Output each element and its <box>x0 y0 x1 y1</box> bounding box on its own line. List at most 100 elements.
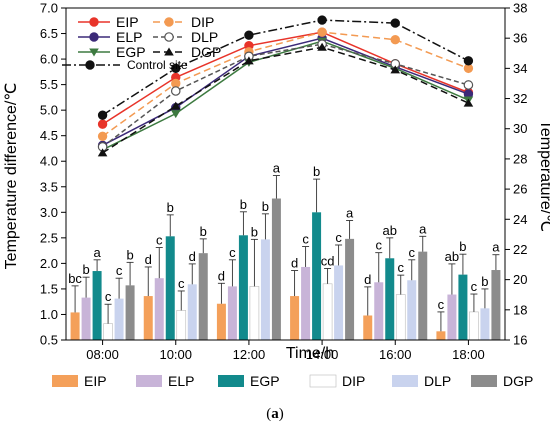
lines-layer <box>97 15 474 157</box>
y-left-tick-3.5: 3.5 <box>40 179 58 194</box>
bar-legend-label-DGP: DGP <box>503 373 533 389</box>
point-dlp-18:00 <box>463 80 474 90</box>
sig-label-DLP-08:00: c <box>116 263 123 278</box>
point-control-site-14:00 <box>317 15 327 25</box>
sig-label-ELP-14:00: c <box>302 232 309 247</box>
bar-legend-label-DLP: DLP <box>424 373 451 389</box>
point-dgp-08:00 <box>97 148 108 157</box>
x-tick-12:00: 12:00 <box>233 347 266 362</box>
y-left-tick-5.5: 5.5 <box>40 77 58 92</box>
bar-legend-swatch-DIP <box>309 374 337 388</box>
x-tick-10:00: 10:00 <box>159 347 192 362</box>
y-left-tick-6.0: 6.0 <box>40 52 58 67</box>
y-left-tick-1.0: 1.0 <box>40 307 58 322</box>
bar-legend-label-EGP: EGP <box>250 373 280 389</box>
y-right-tick-28: 28 <box>513 151 527 166</box>
legend-label-dlp: DLP <box>191 29 218 45</box>
sig-label-EIP-10:00: d <box>145 252 152 267</box>
point-control-site-12:00 <box>244 30 254 40</box>
bar-ELP-08:00 <box>81 297 91 340</box>
bar-ELP-10:00 <box>154 278 164 340</box>
bar-EGP-18:00 <box>458 274 468 340</box>
sig-label-DIP-14:00: cd <box>321 253 335 268</box>
y-right-tick-18: 18 <box>513 302 527 317</box>
bar-ELP-18:00 <box>447 294 457 340</box>
bar-legend-swatch-DLP <box>392 375 418 387</box>
caption-open: ( <box>266 406 271 422</box>
bar-DGP-14:00 <box>345 238 355 340</box>
x-tick-08:00: 08:00 <box>86 347 119 362</box>
y-right-tick-22: 22 <box>513 242 527 257</box>
y-right-tick-16: 16 <box>513 333 527 348</box>
sig-label-EGP-14:00: b <box>313 164 320 179</box>
sig-label-EIP-12:00: d <box>218 268 225 283</box>
plot-frame <box>65 7 506 341</box>
caption-close: ) <box>279 406 284 422</box>
bar-EIP-14:00 <box>290 296 300 340</box>
sig-label-ELP-08:00: b <box>82 262 89 277</box>
figure-caption: (a) <box>266 406 284 422</box>
bar-ELP-16:00 <box>374 282 384 340</box>
sig-label-DLP-12:00: b <box>262 199 269 214</box>
bar-DIP-08:00 <box>103 323 113 341</box>
bar-DGP-10:00 <box>198 253 208 340</box>
y-left-tick-6.5: 6.5 <box>40 26 58 41</box>
bar-ELP-14:00 <box>301 266 311 340</box>
y-left-tick-2.0: 2.0 <box>40 256 58 271</box>
point-dgp-16:00 <box>390 65 401 74</box>
bar-legend-swatch-EGP <box>218 375 244 387</box>
legend-label-control-site: Control site <box>127 58 188 72</box>
line-dlp <box>102 43 469 148</box>
legend-marker-dip <box>164 17 174 27</box>
x-axis-label: Time/h <box>286 345 334 362</box>
bar-EIP-10:00 <box>143 296 153 340</box>
bar-EIP-08:00 <box>70 312 80 340</box>
legend-marker-dgp <box>164 47 174 56</box>
bar-EGP-16:00 <box>385 258 395 340</box>
sig-label-DGP-18:00: a <box>492 240 500 255</box>
x-tick-14:00: 14:00 <box>306 347 339 362</box>
sig-label-EIP-14:00: d <box>291 256 298 271</box>
x-tick-16:00: 16:00 <box>379 347 412 362</box>
bar-DGP-08:00 <box>125 285 135 340</box>
bar-legend-label-EIP: EIP <box>84 373 107 389</box>
sig-label-EGP-10:00: b <box>167 200 174 215</box>
y-right-tick-38: 38 <box>513 1 527 16</box>
bar-EGP-12:00 <box>238 235 248 340</box>
axes-layer: 0.5 1.0 1.5 2.0 2.5 3.0 3.5 4.0 4.5 5.0 5.5 6.0 6.5 7… <box>40 1 528 363</box>
line-eip <box>102 31 469 125</box>
y-axis-left-label: Temperature difference/℃ <box>3 83 20 270</box>
x-tick-18:00: 18:00 <box>452 347 485 362</box>
sig-label-DGP-08:00: b <box>126 247 133 262</box>
sig-label-EGP-12:00: b <box>240 197 247 212</box>
sig-label-EGP-16:00: ab <box>383 223 397 238</box>
bar-legend-swatch-EIP <box>52 375 78 387</box>
sig-label-DIP-12:00: b <box>251 224 258 239</box>
line-dip <box>102 31 469 137</box>
y-left-tick-1.5: 1.5 <box>40 281 58 296</box>
bar-DLP-18:00 <box>480 308 490 340</box>
bar-legend-label-ELP: ELP <box>168 373 194 389</box>
sig-label-EIP-18:00: c <box>438 297 445 312</box>
bar-legend-swatch-ELP <box>136 375 162 387</box>
bar-DLP-08:00 <box>114 298 124 340</box>
point-control-site-10:00 <box>171 63 181 74</box>
legend-label-elp: ELP <box>116 29 142 45</box>
point-dgp-18:00 <box>463 98 474 107</box>
line-egp <box>102 40 469 151</box>
point-dgp-12:00 <box>244 56 254 65</box>
bar-legend-swatch-DGP <box>471 375 497 387</box>
y-axis-right-label: Temperature/℃ <box>537 120 550 232</box>
y-left-tick-3.0: 3.0 <box>40 205 58 220</box>
sig-label-ELP-10:00: c <box>156 233 163 248</box>
legend-label-dip: DIP <box>191 14 214 30</box>
point-control-site-18:00 <box>463 56 474 66</box>
sig-label-DLP-18:00: b <box>481 274 488 289</box>
legend-marker-elp <box>89 32 99 42</box>
sig-label-ELP-16:00: c <box>376 238 383 253</box>
sig-label-DIP-16:00: c <box>398 260 405 275</box>
bar-legend: EIP ELP EGP DIP DLP DGP <box>52 373 533 389</box>
sig-label-DIP-08:00: c <box>105 289 112 304</box>
